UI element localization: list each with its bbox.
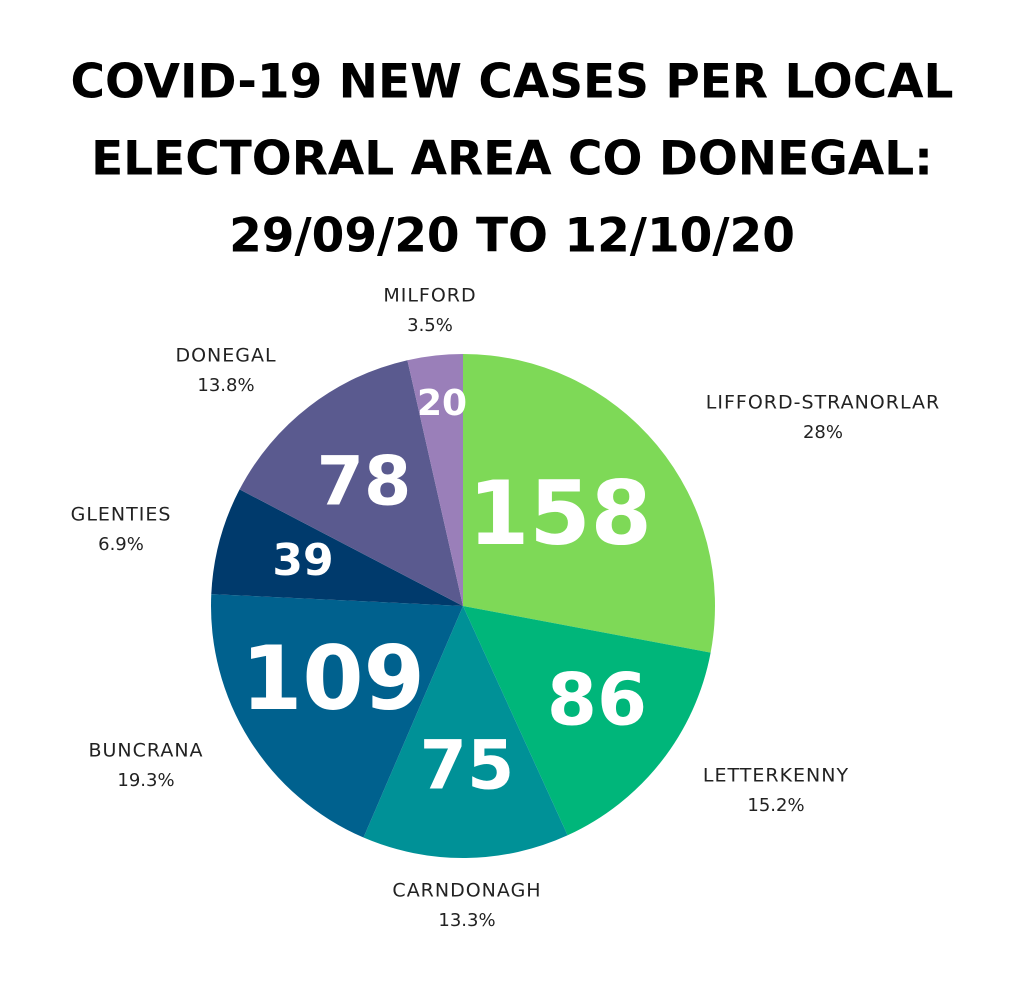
- slice-value-label: 109: [241, 627, 425, 730]
- category-label: BUNCRANA: [88, 740, 203, 762]
- pie-slice: [463, 606, 711, 836]
- category-label: MILFORD: [383, 285, 476, 307]
- category-label: CARNDONAGH: [392, 880, 541, 902]
- percent-label: 28%: [803, 422, 843, 443]
- slice-value-label: 20: [417, 383, 467, 424]
- slice-value-label: 39: [272, 535, 333, 586]
- slice-value-label: 158: [468, 462, 652, 565]
- pie-slice: [210, 594, 463, 838]
- category-label: GLENTIES: [71, 504, 172, 526]
- percent-label: 19.3%: [117, 770, 174, 791]
- pie-slice: [407, 354, 463, 606]
- pie-slice: [363, 606, 568, 858]
- chart-title: 29/09/20 TO 12/10/20: [229, 209, 795, 264]
- pie-slice: [211, 489, 463, 606]
- percent-label: 6.9%: [98, 534, 144, 555]
- pie-slice: [239, 360, 463, 606]
- category-label: LIFFORD-STRANORLAR: [706, 392, 940, 414]
- percent-label: 15.2%: [747, 795, 804, 816]
- slice-value-label: 75: [420, 727, 515, 806]
- category-label: LETTERKENNY: [703, 765, 849, 787]
- chart-title: ELECTORAL AREA CO DONEGAL:: [91, 132, 933, 187]
- percent-label: 13.8%: [197, 375, 254, 396]
- chart-title: COVID-19 NEW CASES PER LOCAL: [70, 55, 953, 110]
- category-label: DONEGAL: [175, 345, 276, 367]
- percent-label: 13.3%: [438, 910, 495, 931]
- percent-label: 3.5%: [407, 315, 453, 336]
- pie-slice: [463, 354, 715, 653]
- slice-value-label: 78: [317, 443, 412, 522]
- slice-value-label: 86: [547, 658, 647, 742]
